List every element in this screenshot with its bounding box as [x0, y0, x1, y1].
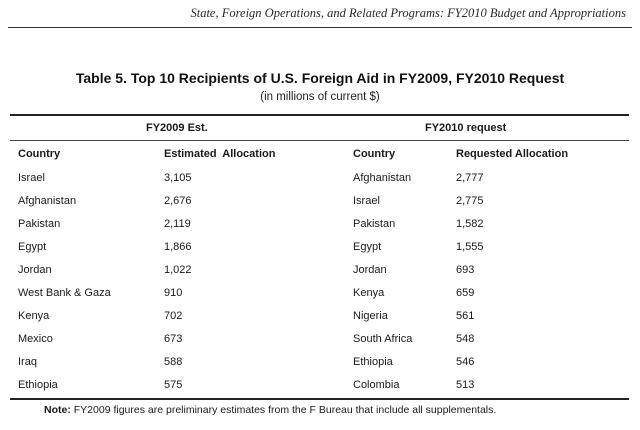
header-rule	[8, 27, 632, 28]
table-top-rule	[10, 114, 629, 116]
cell-country-2010: Ethiopia	[353, 356, 393, 368]
cell-allocation-2009: 1,866	[164, 241, 192, 253]
table-bottom-rule	[10, 398, 629, 400]
cell-country-2010: Egypt	[353, 241, 382, 253]
cell-allocation-2009: 1,022	[164, 264, 192, 276]
column-header-country-2009: Country	[18, 148, 61, 160]
cell-allocation-2009: 2,676	[164, 195, 192, 207]
cell-country-2010: Israel	[353, 195, 380, 207]
cell-allocation-2010: 513	[456, 379, 475, 391]
cell-allocation-2009: 575	[164, 379, 183, 391]
group-header-fy2009: FY2009 Est.	[146, 122, 208, 134]
cell-country-2009: Iraq	[18, 356, 37, 368]
running-header: State, Foreign Operations, and Related P…	[190, 6, 626, 20]
cell-country-2010: Pakistan	[353, 218, 396, 230]
cell-allocation-2010: 659	[456, 287, 475, 299]
column-header-allocation-2010: Requested Allocation	[456, 148, 569, 160]
cell-allocation-2009: 910	[164, 287, 183, 299]
cell-country-2009: Afghanistan	[18, 195, 77, 207]
cell-allocation-2010: 546	[456, 356, 475, 368]
table-title: Table 5. Top 10 Recipients of U.S. Forei…	[75, 70, 565, 86]
cell-allocation-2009: 2,119	[164, 218, 191, 230]
cell-country-2010: Jordan	[353, 264, 387, 276]
cell-allocation-2010: 2,775	[456, 195, 484, 207]
group-header-fy2010: FY2010 request	[425, 122, 507, 134]
table-subtitle: (in millions of current $)	[260, 91, 380, 103]
cell-allocation-2009: 588	[164, 356, 183, 368]
cell-allocation-2010: 548	[456, 333, 475, 345]
cell-allocation-2010: 693	[456, 264, 475, 276]
cell-country-2010: Afghanistan	[353, 172, 412, 184]
cell-country-2009: Israel	[18, 172, 45, 184]
note-text: FY2009 figures are preliminary estimates…	[70, 404, 497, 416]
cell-country-2009: West Bank & Gaza	[18, 287, 111, 299]
cell-allocation-2009: 702	[164, 310, 183, 322]
column-header-allocation-2009: Estimated Allocation	[164, 148, 276, 160]
cell-allocation-2010: 2,777	[456, 172, 484, 184]
cell-allocation-2010: 1,582	[456, 218, 484, 230]
note-label: Note:	[44, 404, 71, 416]
table-header-rule	[10, 140, 629, 141]
cell-country-2009: Egypt	[18, 241, 47, 253]
cell-country-2009: Mexico	[18, 333, 53, 345]
cell-country-2010: South Africa	[353, 333, 413, 345]
cell-country-2010: Colombia	[353, 379, 400, 391]
column-header-country-2010: Country	[353, 148, 396, 160]
cell-country-2009: Kenya	[18, 310, 50, 322]
table-note: Note: FY2009 figures are preliminary est…	[44, 404, 496, 416]
cell-allocation-2010: 561	[456, 310, 475, 322]
cell-country-2009: Jordan	[18, 264, 52, 276]
cell-country-2009: Ethiopia	[18, 379, 58, 391]
cell-country-2010: Nigeria	[353, 310, 388, 322]
cell-allocation-2009: 673	[164, 333, 183, 345]
cell-country-2010: Kenya	[353, 287, 385, 299]
cell-allocation-2010: 1,555	[456, 241, 484, 253]
cell-country-2009: Pakistan	[18, 218, 61, 230]
cell-allocation-2009: 3,105	[164, 172, 192, 184]
